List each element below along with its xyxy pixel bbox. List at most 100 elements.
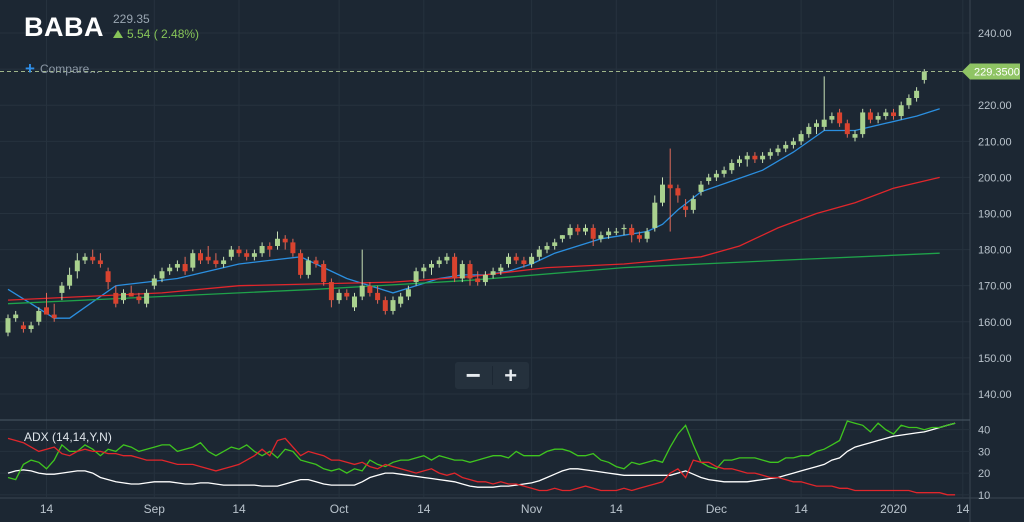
candle-body (429, 264, 434, 268)
adx-tick-label: 10 (978, 490, 990, 502)
price-tick-label: 240.00 (978, 28, 1012, 40)
candle-body (59, 285, 65, 293)
candle-body (174, 264, 180, 268)
candle-body (844, 123, 850, 135)
price-tick-label: 200.00 (978, 172, 1012, 184)
candle-body (251, 253, 257, 257)
candle-body (382, 300, 388, 311)
time-tick-label: 14 (956, 502, 970, 516)
candle-body (752, 155, 758, 160)
candle-body (559, 235, 565, 239)
candle-body (275, 238, 280, 246)
candle-body (529, 256, 535, 265)
time-tick-label: Nov (521, 502, 542, 516)
time-tick-label: 14 (417, 502, 431, 516)
moving-average-line (7, 108, 940, 319)
candle-body (683, 206, 689, 210)
compare-button[interactable]: + Compare... (25, 60, 100, 77)
adx-tick-label: 40 (978, 425, 990, 437)
zoom-out-button[interactable]: − (465, 360, 481, 390)
zoom-controls: − + (455, 362, 529, 389)
candle-body (852, 134, 858, 138)
compare-label: Compare... (39, 62, 100, 76)
candle-body (90, 256, 96, 261)
candle-body (344, 292, 350, 297)
candle-body (482, 274, 488, 283)
candle-body (667, 184, 673, 189)
candle-body (598, 235, 604, 239)
last-price-tag (962, 63, 1020, 80)
arrow-up-icon (113, 30, 123, 38)
candle-body (644, 231, 650, 239)
candle-body (767, 152, 773, 156)
candle-body (891, 112, 896, 117)
candle-body (151, 278, 157, 286)
candle-body (814, 123, 819, 127)
candle-body (459, 264, 465, 279)
time-tick-label: 14 (794, 502, 808, 516)
candle-body (128, 292, 134, 297)
candle-body (13, 314, 19, 319)
candle-body (921, 71, 927, 80)
candle-body (105, 271, 111, 283)
adx-tick-label: 30 (978, 446, 990, 458)
candle-body (544, 245, 550, 250)
candle-body (621, 227, 627, 230)
candle-body (860, 112, 866, 135)
adx-series-line (7, 422, 956, 488)
candle-body (167, 267, 173, 272)
candle-body (405, 289, 411, 297)
candle-body (536, 249, 542, 257)
candle-body (97, 260, 103, 265)
moving-average-line (7, 176, 940, 301)
time-tick-label: Dec (706, 502, 727, 516)
candle-body (521, 260, 527, 265)
candle-body (367, 285, 373, 293)
time-tick-label: 2020 (880, 502, 907, 516)
candle-body (121, 292, 126, 301)
candle-body (583, 227, 588, 232)
candle-body (336, 292, 342, 301)
adx-tick-label: 20 (978, 468, 990, 480)
candle-body (236, 249, 242, 254)
zoom-in-button[interactable]: + (504, 363, 518, 388)
candle-body (452, 256, 458, 279)
candle-body (729, 162, 735, 171)
candle-body (806, 126, 812, 135)
adx-series-line (7, 437, 956, 496)
candle-body (228, 249, 234, 257)
price-tick-label: 140.00 (978, 389, 1012, 401)
candle-body (221, 260, 227, 265)
candle-body (567, 227, 573, 236)
candle-body (906, 98, 912, 106)
candle-body (51, 314, 57, 319)
candle-body (413, 271, 419, 283)
price-tick-label: 170.00 (978, 281, 1012, 293)
price-tick-label: 160.00 (978, 317, 1012, 329)
price-tick-label: 220.00 (978, 100, 1012, 112)
candle-body (67, 274, 73, 286)
candle-body (20, 325, 26, 329)
candle-body (744, 155, 750, 160)
candle-body (136, 296, 142, 301)
candle-body (244, 253, 250, 257)
zoom-divider (491, 366, 493, 385)
candle-body (267, 245, 273, 250)
candle-body (490, 271, 496, 275)
candle-body (575, 227, 581, 232)
candle-body (660, 184, 665, 203)
candle-body (698, 184, 704, 192)
indicator-label[interactable]: ADX (14,14,Y,N) (24, 430, 112, 444)
candle-body (190, 253, 196, 268)
candle-body (421, 267, 427, 272)
candle-body (829, 116, 835, 120)
candle-body (298, 253, 304, 275)
candle-body (629, 227, 635, 236)
price-change: 5.54 ( 2.48%) (113, 27, 199, 42)
time-tick-label: 14 (610, 502, 624, 516)
candle-body (513, 256, 519, 261)
candle-body (352, 296, 357, 308)
time-tick-label: Sep (144, 502, 166, 516)
